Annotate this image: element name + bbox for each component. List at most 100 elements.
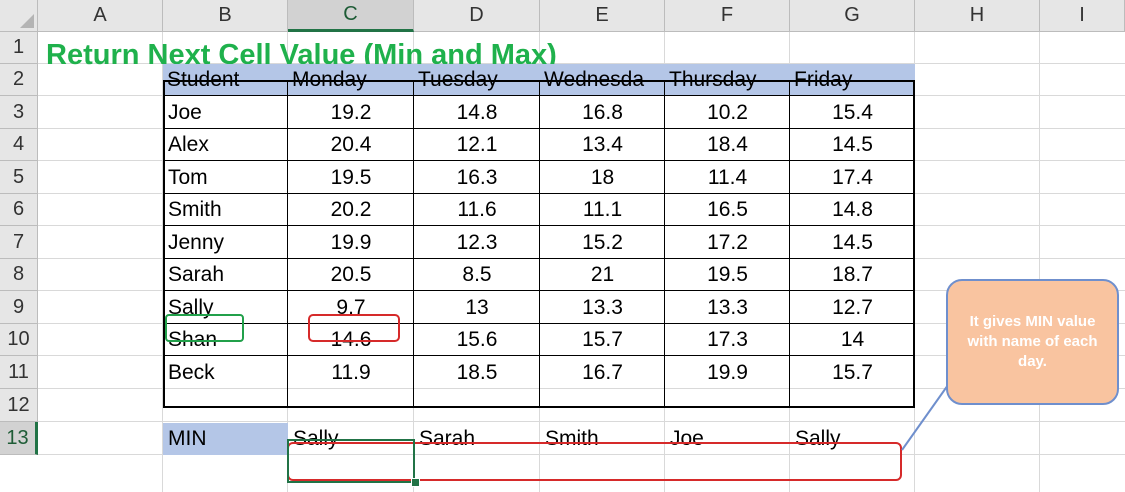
score-cell[interactable]: 12.7 [832, 295, 873, 319]
row-header-9[interactable]: 9 [0, 291, 38, 324]
gridline-horizontal [38, 63, 1125, 64]
score-cell[interactable]: 18 [590, 165, 615, 189]
row-header-11[interactable]: 11 [0, 356, 38, 389]
row-header-7[interactable]: 7 [0, 226, 38, 259]
score-cell[interactable]: 13.3 [707, 295, 748, 319]
score-cell[interactable]: 15.4 [832, 100, 873, 124]
row-header-10[interactable]: 10 [0, 324, 38, 356]
score-cell[interactable]: 14.5 [832, 133, 873, 156]
student-name-cell[interactable]: Joe [168, 100, 202, 124]
score-cell[interactable]: 16.5 [707, 198, 748, 221]
table-border-vertical [789, 80, 790, 408]
column-header-b[interactable]: B [163, 0, 288, 32]
table-border-horizontal [163, 323, 915, 324]
row-header-13[interactable]: 13 [0, 422, 38, 455]
student-name-cell[interactable]: Jenny [168, 230, 225, 254]
score-cell[interactable]: 11.6 [457, 198, 497, 221]
callout-note: It gives MIN value with name of each day… [946, 279, 1119, 405]
table-header-cell[interactable]: Tuesday [414, 64, 540, 96]
score-cell[interactable]: 21 [590, 263, 615, 286]
select-all-button[interactable] [0, 0, 38, 32]
row-header-12[interactable]: 12 [0, 389, 38, 422]
score-cell[interactable]: 17.2 [707, 230, 748, 254]
score-cell[interactable]: 16.8 [582, 100, 623, 124]
row-header-4[interactable]: 4 [0, 129, 38, 161]
score-cell[interactable]: 13 [465, 295, 489, 319]
score-cell[interactable]: 11.1 [582, 198, 623, 221]
fill-handle[interactable] [411, 478, 420, 487]
column-header-h[interactable]: H [915, 0, 1040, 32]
score-cell[interactable]: 15.7 [582, 328, 623, 351]
score-cell[interactable]: 19.9 [707, 360, 748, 384]
score-cell[interactable]: 17.4 [832, 165, 873, 189]
score-cell[interactable]: 13.3 [582, 295, 623, 319]
column-header-i[interactable]: I [1040, 0, 1125, 32]
score-cell[interactable]: 11.4 [707, 165, 748, 189]
score-cell[interactable]: 10.2 [707, 100, 748, 124]
score-cell[interactable]: 15.7 [832, 360, 873, 384]
table-header-cell[interactable]: Monday [288, 64, 414, 96]
score-cell[interactable]: 14.5 [832, 230, 873, 254]
highlight-min-value [308, 314, 400, 342]
table-border-horizontal [163, 128, 915, 129]
score-cell[interactable]: 14.8 [832, 198, 873, 221]
row-header-3[interactable]: 3 [0, 96, 38, 129]
score-cell[interactable]: 8.5 [462, 263, 492, 286]
row-header-8[interactable]: 8 [0, 259, 38, 291]
column-header-f[interactable]: F [665, 0, 790, 32]
score-cell[interactable]: 19.2 [330, 100, 372, 124]
student-name-cell[interactable]: Tom [168, 165, 208, 189]
score-cell[interactable]: 12.3 [456, 230, 498, 254]
table-header-cell[interactable]: Wednesda [540, 64, 665, 96]
score-cell[interactable]: 17.3 [707, 328, 748, 351]
highlight-student-sally [165, 314, 244, 342]
row-header-6[interactable]: 6 [0, 194, 38, 226]
score-cell[interactable]: 13.4 [582, 133, 623, 156]
table-border-horizontal [163, 258, 915, 259]
score-cell[interactable]: 14.6 [330, 328, 372, 351]
score-cell[interactable]: 19.5 [330, 165, 372, 189]
row-header-5[interactable]: 5 [0, 161, 38, 194]
score-cell[interactable]: 20.4 [330, 133, 372, 156]
column-header-e[interactable]: E [540, 0, 665, 32]
score-cell[interactable]: 16.3 [456, 165, 498, 189]
student-name-cell[interactable]: Smith [168, 198, 222, 221]
select-all-triangle-icon [20, 14, 34, 28]
student-name-cell[interactable]: Alex [168, 133, 209, 156]
score-cell[interactable]: 15.2 [582, 230, 623, 254]
score-cell[interactable]: 11.9 [331, 360, 371, 384]
table-border-horizontal [163, 95, 915, 96]
row-header-2[interactable]: 2 [0, 64, 38, 96]
student-name-cell[interactable]: Sarah [168, 263, 225, 286]
column-header-c[interactable]: C [288, 0, 414, 32]
score-cell[interactable]: 16.7 [582, 360, 623, 384]
score-cell[interactable]: 9.7 [336, 295, 366, 319]
table-border-horizontal [163, 193, 915, 194]
active-cell-selection[interactable] [287, 439, 415, 483]
score-cell[interactable]: 14.8 [456, 100, 498, 124]
table-header-cell[interactable]: Student [163, 64, 288, 96]
score-cell[interactable]: 18.4 [707, 133, 748, 156]
score-cell[interactable]: 14 [840, 328, 865, 351]
table-header-cell[interactable]: Thursday [665, 64, 790, 96]
score-cell[interactable]: 18.7 [832, 263, 873, 286]
score-cell[interactable]: 19.5 [707, 263, 748, 286]
student-name-cell[interactable]: Sally [168, 295, 214, 319]
score-cell[interactable]: 20.5 [330, 263, 372, 286]
score-cell[interactable]: 12.1 [456, 133, 498, 156]
score-cell[interactable]: 20.2 [330, 198, 372, 221]
student-name-cell[interactable]: Beck [168, 360, 215, 384]
table-header-cell[interactable]: Friday [790, 64, 915, 96]
column-header-g[interactable]: G [790, 0, 915, 32]
column-header-a[interactable]: A [38, 0, 163, 32]
min-label-cell[interactable]: MIN [163, 423, 288, 455]
row-header-1[interactable]: 1 [0, 32, 38, 64]
score-cell[interactable]: 15.6 [456, 328, 498, 351]
column-header-d[interactable]: D [414, 0, 540, 32]
student-name-cell[interactable]: Shan [168, 328, 218, 351]
score-cell[interactable]: 19.9 [330, 230, 372, 254]
table-border-horizontal [163, 160, 915, 161]
score-cell[interactable]: 18.5 [456, 360, 498, 384]
gridline-vertical [1039, 32, 1040, 492]
